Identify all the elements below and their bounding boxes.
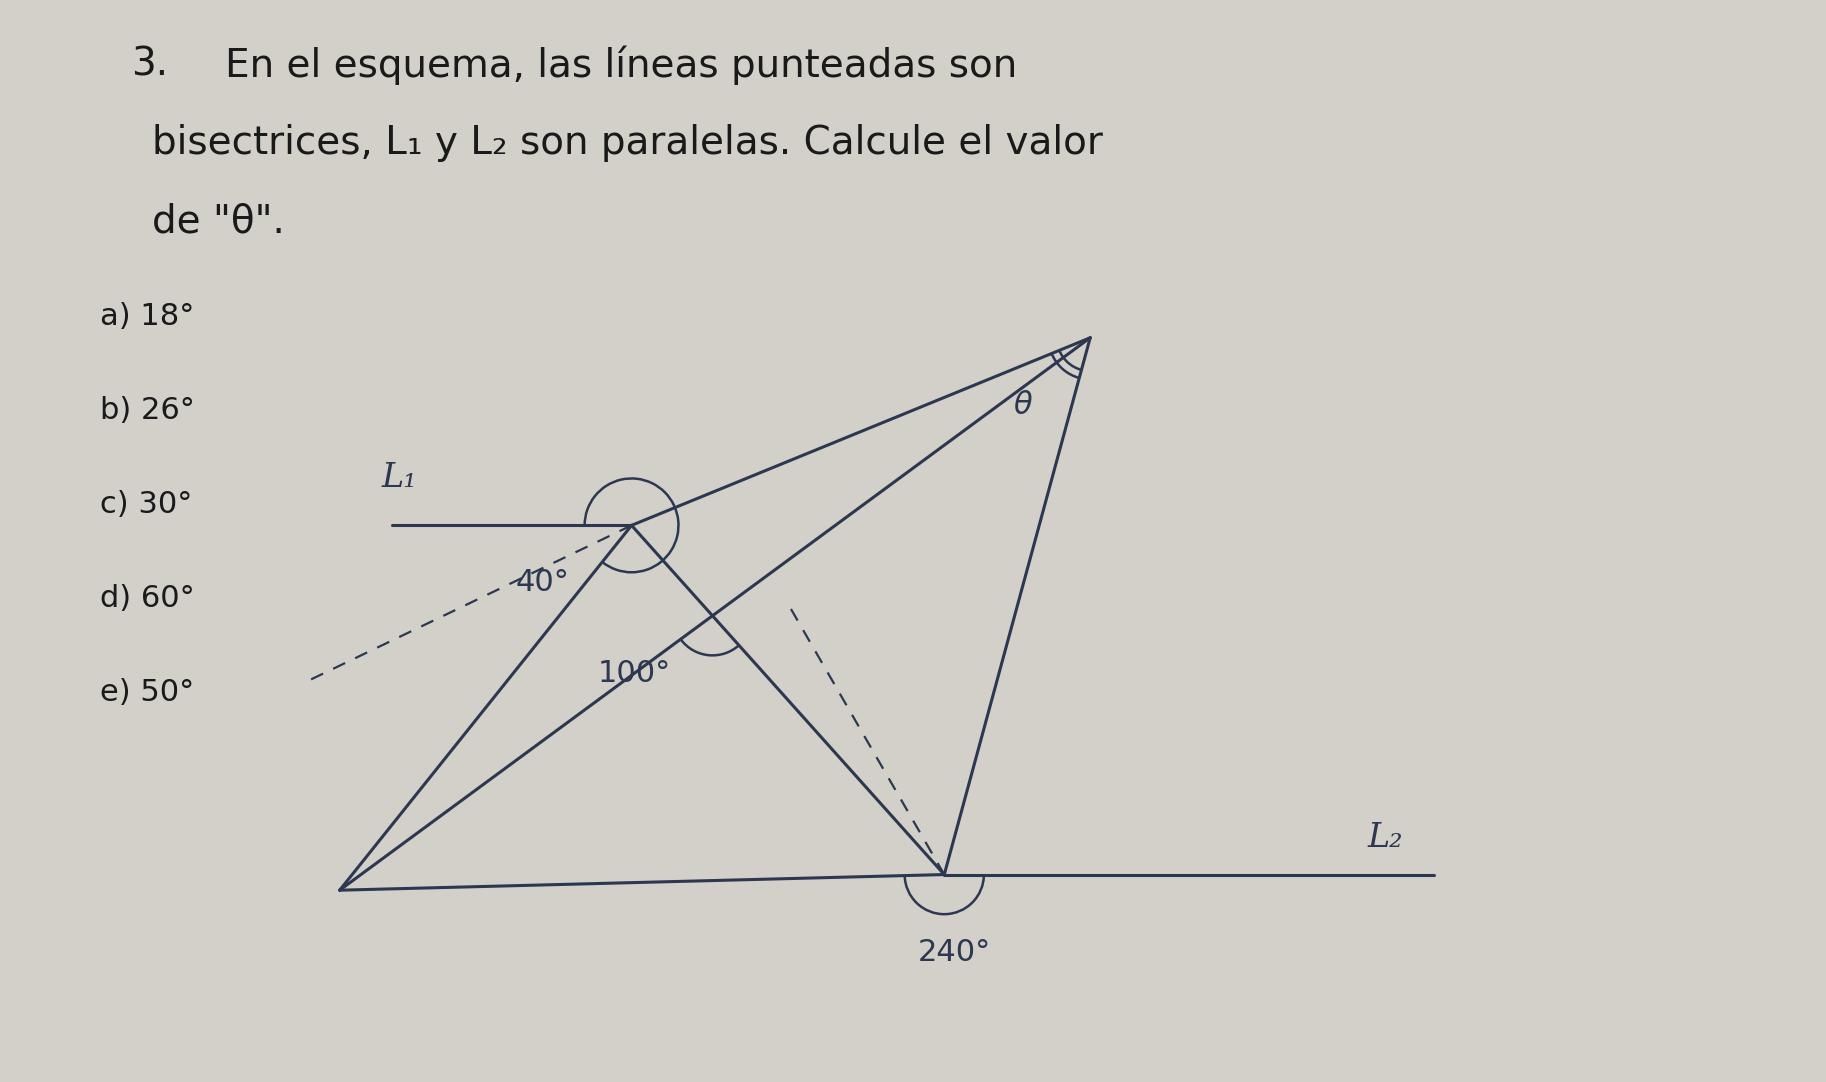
Text: bisectrices, L₁ y L₂ son paralelas. Calcule el valor: bisectrices, L₁ y L₂ son paralelas. Calc… — [152, 124, 1103, 162]
Text: 40°: 40° — [517, 568, 570, 597]
Text: 100°: 100° — [597, 659, 670, 687]
Text: a) 18°: a) 18° — [100, 302, 194, 331]
Text: e) 50°: e) 50° — [100, 677, 194, 707]
Text: L₁: L₁ — [382, 462, 416, 494]
Text: c) 30°: c) 30° — [100, 490, 192, 519]
Text: 240°: 240° — [918, 938, 992, 967]
Text: L₂: L₂ — [1368, 821, 1402, 854]
Text: En el esquema, las líneas punteadas son: En el esquema, las líneas punteadas son — [225, 45, 1017, 85]
Text: d) 60°: d) 60° — [100, 584, 195, 612]
Text: 3.: 3. — [131, 45, 168, 84]
Text: b) 26°: b) 26° — [100, 396, 195, 425]
Text: θ: θ — [1013, 391, 1032, 420]
Text: de "θ".: de "θ". — [152, 202, 285, 240]
